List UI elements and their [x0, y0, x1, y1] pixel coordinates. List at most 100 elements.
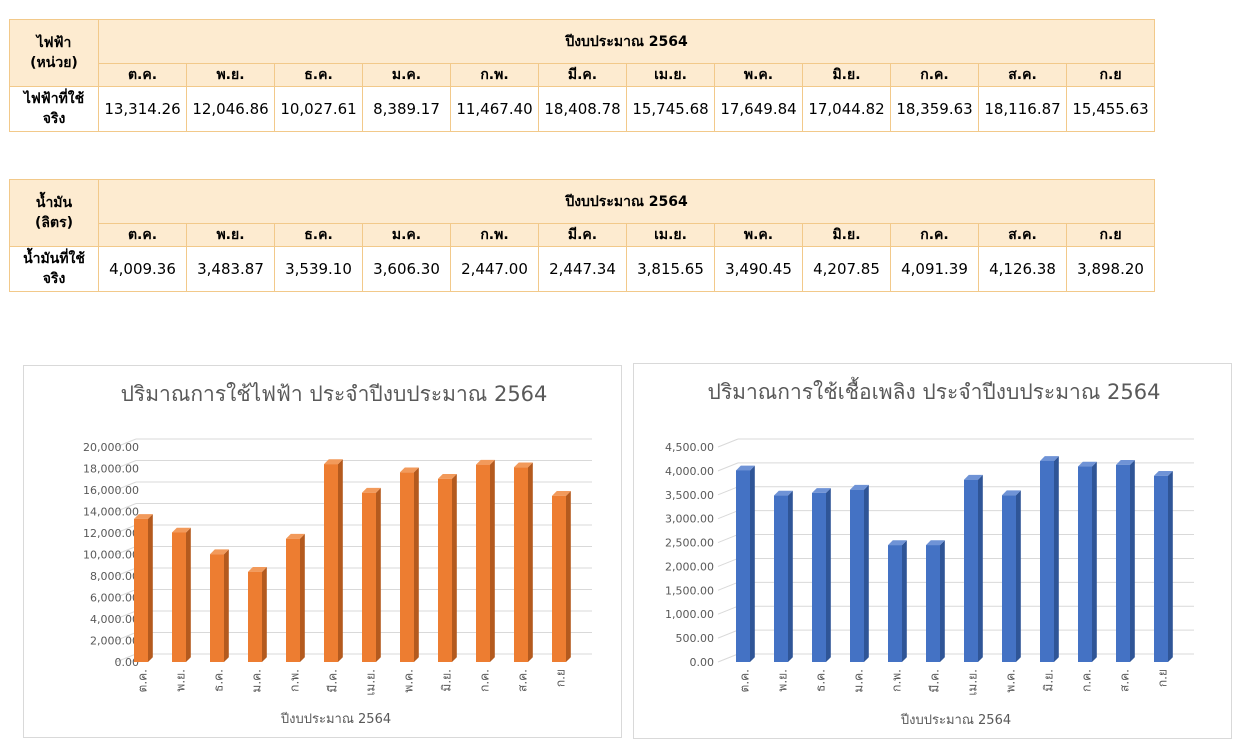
bar-top — [210, 549, 229, 555]
bar-top — [1154, 470, 1173, 476]
bar-top — [888, 540, 907, 546]
bar-front — [172, 532, 186, 662]
y-tick-label: 14,000.00 — [83, 506, 139, 519]
bar-top — [248, 567, 267, 572]
bar-side — [224, 549, 229, 662]
bar-side — [1054, 456, 1059, 662]
gridline-depth — [717, 629, 739, 639]
electricity-table: ไฟฟ้า (หน่วย) ปีงบประมาณ 2564 ต.ค. พ.ย. ธ.… — [9, 19, 1156, 132]
oil-year-header: ปีงบประมาณ 2564 — [97, 179, 1156, 224]
x-tick-label: ม.ค. — [852, 669, 866, 693]
bar-side — [1130, 460, 1135, 662]
oil-month-row: ต.ค. พ.ย. ธ.ค. ม.ค. ก.พ. มี.ค. เม.ย. พ.ค. มิ.ย. ก… — [10, 223, 1156, 247]
month-header: พ.ค. — [714, 63, 803, 87]
month-header: ก.พ. — [450, 63, 539, 87]
month-header: เม.ย. — [626, 223, 715, 247]
bar-top — [552, 491, 571, 496]
table-cell-value: 3,490.45 — [714, 246, 803, 292]
bar-side — [788, 490, 793, 662]
bar-front — [286, 538, 300, 662]
bar-side — [148, 514, 153, 662]
bar — [248, 567, 267, 662]
bar-top — [812, 488, 831, 493]
bar-top — [286, 533, 305, 539]
bar-front — [926, 545, 940, 662]
x-axis-title: ปีงบประมาณ 2564 — [900, 712, 1011, 728]
gridline-depth — [717, 653, 739, 663]
bar — [286, 533, 305, 662]
gridline-depth — [717, 581, 739, 591]
x-tick-label: ก.ย — [1156, 669, 1170, 687]
bar-side — [338, 459, 343, 662]
y-tick-label: 16,000.00 — [83, 484, 139, 497]
x-tick-label: พ.ย. — [776, 669, 790, 692]
electricity-chart: ปริมาณการใช้ไฟฟ้า ประจำปีงบประมาณ 2564 0.… — [23, 365, 622, 738]
month-header: พ.ย. — [186, 223, 275, 247]
table-cell-value: 2,447.34 — [538, 246, 627, 292]
bar — [1116, 460, 1135, 662]
x-tick-label: มี.ค. — [326, 669, 340, 693]
bar-top — [172, 527, 191, 533]
bar-side — [978, 474, 983, 662]
x-tick-label: พ.ย. — [174, 669, 188, 692]
table-cell-value: 3,483.87 — [186, 246, 275, 292]
oil-value-row: น้ำมันที่ใช้ จริง 4,009.36 3,483.87 3,539.… — [9, 246, 1156, 292]
bar — [1040, 456, 1059, 662]
bar — [888, 540, 907, 662]
bar — [1002, 490, 1021, 662]
bar-front — [324, 464, 338, 662]
month-header: ม.ค. — [362, 223, 451, 247]
electricity-month-row: ต.ค. พ.ย. ธ.ค. ม.ค. ก.พ. มี.ค. เม.ย. พ.ค. มิ.ย. ก… — [10, 63, 1156, 87]
bar-side — [300, 533, 305, 662]
bar-front — [888, 545, 902, 662]
table-cell-value: 4,091.39 — [890, 246, 979, 292]
month-header: ม.ค. — [362, 63, 451, 87]
table-cell-value: 3,606.30 — [362, 246, 451, 292]
table-cell-value: 3,815.65 — [626, 246, 715, 292]
y-tick-label: 1,000.00 — [665, 608, 714, 621]
bar — [736, 465, 755, 662]
table-cell-value: 4,126.38 — [978, 246, 1067, 292]
y-tick-label: 10,000.00 — [83, 549, 139, 562]
fuel-chart: ปริมาณการใช้เชื้อเพลิง ประจำปีงบประมาณ 2… — [633, 363, 1232, 739]
bar — [850, 484, 869, 662]
table-cell-value: 3,898.20 — [1065, 246, 1156, 292]
x-tick-label: ส.ค. — [1118, 669, 1132, 692]
y-tick-label: 8,000.00 — [90, 570, 139, 583]
bar-side — [528, 462, 533, 662]
bar — [1154, 470, 1173, 662]
gridline-depth — [717, 462, 739, 472]
bar — [210, 549, 229, 662]
x-tick-label: เม.ย. — [966, 669, 980, 696]
chart-title: ปริมาณการใช้เชื้อเพลิง ประจำปีงบประมาณ 2… — [708, 377, 1161, 404]
table-cell-value: 12,046.86 — [186, 86, 275, 132]
electricity-value-row: ไฟฟ้าที่ใช้ จริง 13,314.26 12,046.86 10,02… — [9, 86, 1156, 132]
gridline-depth — [115, 438, 137, 448]
table-cell-value: 15,455.63 — [1065, 86, 1156, 132]
bar-top — [1116, 460, 1135, 465]
electricity-row-header: ไฟฟ้า (หน่วย) — [9, 19, 99, 87]
x-axis-title: ปีงบประมาณ 2564 — [280, 711, 391, 727]
table-cell-value: 4,009.36 — [98, 246, 187, 292]
bar-side — [826, 488, 831, 662]
bar-front — [1116, 464, 1130, 662]
month-header: ก.พ. — [450, 223, 539, 247]
gridline-depth — [717, 557, 739, 567]
oil-row-header: น้ำมัน (ลิตร) — [9, 179, 99, 247]
gridline-depth — [115, 589, 137, 598]
bar-side — [566, 491, 571, 662]
bar-top — [134, 514, 153, 519]
bar-top — [964, 474, 983, 480]
bar-side — [750, 465, 755, 662]
electricity-chart-svg: ปริมาณการใช้ไฟฟ้า ประจำปีงบประมาณ 2564 0.… — [83, 382, 592, 727]
bar-top — [324, 459, 343, 465]
bar-top — [926, 540, 945, 546]
bar-side — [490, 459, 495, 662]
month-header: ก.ย — [1065, 63, 1156, 87]
month-header: ธ.ค. — [274, 63, 363, 87]
x-tick-label: มิ.ย. — [1042, 669, 1056, 692]
bar-side — [1168, 470, 1173, 662]
y-tick-label: 18,000.00 — [83, 463, 139, 476]
x-tick-label: เม.ย. — [364, 669, 378, 696]
gridline-depth — [717, 438, 739, 448]
